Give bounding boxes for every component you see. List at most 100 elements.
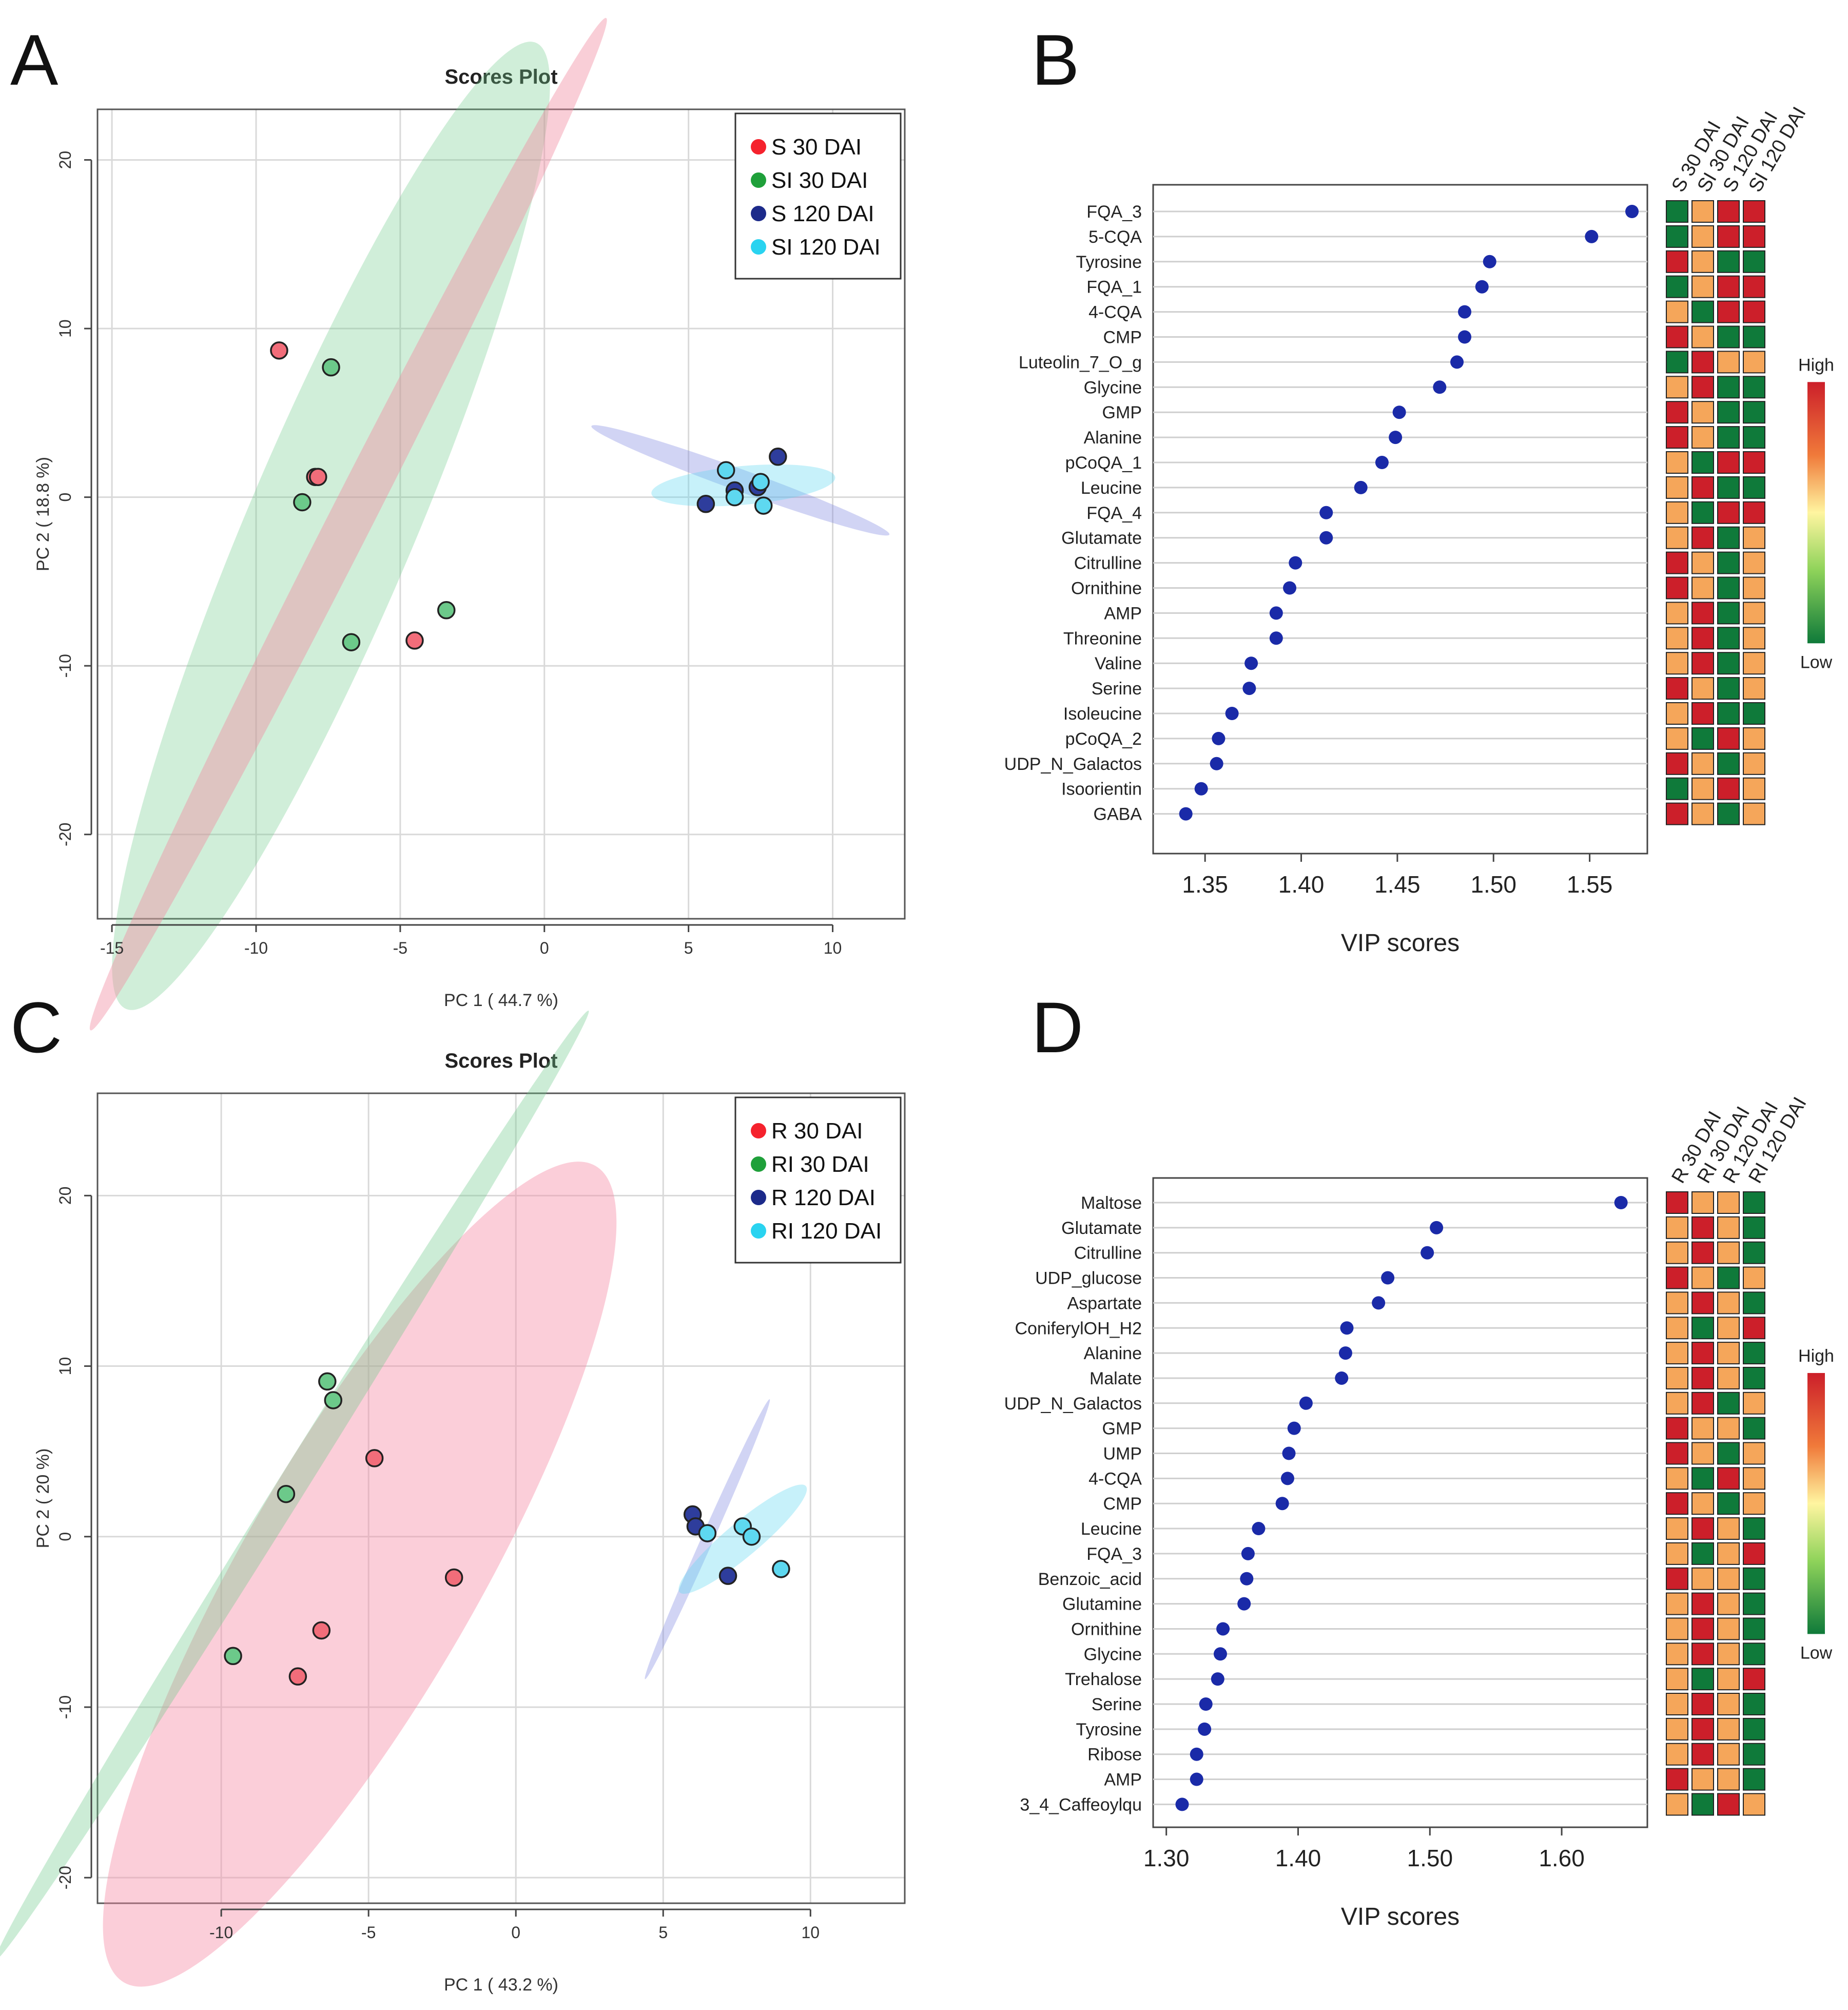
confidence-ellipse <box>112 42 550 1010</box>
heatmap-cell <box>1666 1617 1688 1640</box>
heatmap-cell <box>1743 802 1765 825</box>
feature-label: Threonine <box>1063 629 1142 648</box>
x-tick-label: 1.40 <box>1278 871 1325 898</box>
y-tick-label: -10 <box>56 654 74 678</box>
heatmap-cell <box>1666 752 1688 775</box>
heatmap-cell <box>1743 777 1765 800</box>
heatmap-cell <box>1666 677 1688 700</box>
heatmap-cell <box>1717 1442 1740 1465</box>
heatmap-cell <box>1743 1216 1765 1239</box>
heatmap-cell <box>1743 752 1765 775</box>
heatmap-cell <box>1691 1717 1714 1741</box>
heatmap-cell <box>1666 1366 1688 1389</box>
legend-item: SI 120 DAI <box>771 235 881 260</box>
heatmap-cell <box>1691 1342 1714 1365</box>
heatmap-cell <box>1717 1717 1740 1741</box>
heatmap-cell <box>1743 1793 1765 1816</box>
heatmap-cell <box>1691 576 1714 600</box>
confidence-ellipse <box>651 464 835 507</box>
heatmap-cell <box>1691 1567 1714 1590</box>
heatmap-cell <box>1691 1317 1714 1340</box>
feature-label: Isoorientin <box>1061 780 1142 799</box>
heatmap-cell <box>1717 1592 1740 1615</box>
heatmap-cell <box>1666 727 1688 750</box>
feature-label: Luteolin_7_O_g <box>1019 353 1142 372</box>
vip-point <box>1319 531 1333 545</box>
heatmap-cell <box>1666 777 1688 800</box>
heatmap-cell <box>1691 1793 1714 1816</box>
feature-label: Ribose <box>1087 1745 1142 1765</box>
heatmap-cell <box>1743 1342 1765 1365</box>
heatmap-cell <box>1717 1542 1740 1565</box>
heatmap-cell <box>1717 677 1740 700</box>
heatmap-cell <box>1717 200 1740 223</box>
heatmap-cell <box>1743 1492 1765 1515</box>
heatmap-cell <box>1691 300 1714 323</box>
heatmap-cell <box>1691 802 1714 825</box>
feature-label: pCoQA_1 <box>1065 453 1142 473</box>
heatmap-cell <box>1717 1642 1740 1666</box>
heatmap-cell <box>1717 1492 1740 1515</box>
vip-point <box>1299 1396 1313 1410</box>
heatmap-cell <box>1691 727 1714 750</box>
heatmap-cell <box>1691 250 1714 273</box>
legend-marker <box>751 172 766 188</box>
grid <box>98 109 905 919</box>
scale-high-label: High <box>1798 355 1834 375</box>
feature-label: Glutamate <box>1061 529 1142 548</box>
heatmap-cell <box>1717 1467 1740 1490</box>
vip-point <box>1433 380 1447 394</box>
heatmap-cell <box>1666 702 1688 725</box>
heatmap-cell <box>1666 1567 1688 1590</box>
y-tick-label: -10 <box>56 1695 74 1719</box>
legend: R 30 DAI RI 30 DAI R 120 DAI RI 120 DAI <box>734 1096 902 1264</box>
heatmap-cell <box>1666 1768 1688 1791</box>
y-tick-label: 10 <box>56 1357 74 1376</box>
x-tick-label: 0 <box>540 939 549 957</box>
heatmap-cell <box>1666 1517 1688 1540</box>
heatmap-cell <box>1666 1241 1688 1264</box>
vip-point <box>1190 1747 1203 1761</box>
heatmap-cell <box>1666 1793 1688 1816</box>
heatmap-cell <box>1743 225 1765 248</box>
feature-label: 4-CQA <box>1088 1469 1142 1489</box>
feature-label: FQA_4 <box>1086 504 1142 523</box>
vip-point <box>1194 782 1208 796</box>
heatmap-cell <box>1743 1743 1765 1766</box>
vip-point <box>1381 1271 1395 1285</box>
feature-label: AMP <box>1104 1770 1142 1790</box>
vip-plot-d: Maltose Glutamate Citrulline UDP_glucose Asp… <box>1004 1094 1834 1930</box>
heatmap-cell <box>1666 1391 1688 1415</box>
heatmap-cell <box>1666 627 1688 650</box>
heatmap-cell <box>1717 627 1740 650</box>
heatmap-cell <box>1666 1492 1688 1515</box>
feature-label: FQA_3 <box>1086 202 1142 222</box>
heatmap-cell <box>1717 576 1740 600</box>
heatmap-cell <box>1717 250 1740 273</box>
feature-label: Glutamine <box>1062 1595 1142 1614</box>
heatmap-cell <box>1666 1417 1688 1440</box>
heatmap-cell <box>1691 1668 1714 1691</box>
heatmap-cell <box>1743 250 1765 273</box>
x-tick-label: -5 <box>361 1923 376 1942</box>
vip-point <box>1585 229 1599 243</box>
y-tick-label: 0 <box>56 1532 74 1541</box>
vip-point <box>1280 1472 1294 1485</box>
heatmap-cell <box>1666 200 1688 223</box>
heatmap-cell <box>1743 300 1765 323</box>
feature-label: CMP <box>1103 1494 1142 1514</box>
vip-plot-b: FQA_3 5-CQA Tyrosine FQA_1 4-CQA CMP Luteolin_… <box>1004 103 1834 957</box>
legend: S 30 DAI SI 30 DAI S 120 DAI SI 120 DAI <box>734 112 902 280</box>
vip-point <box>1372 1296 1386 1310</box>
heatmap-cell <box>1691 426 1714 449</box>
legend-marker <box>751 239 766 255</box>
heatmap-cell <box>1717 1517 1740 1540</box>
heatmap-cell <box>1717 752 1740 775</box>
x-axis-label: VIP scores <box>1341 930 1460 957</box>
heatmap-cell <box>1743 526 1765 549</box>
heatmap-cell <box>1691 1492 1714 1515</box>
heatmap-cell <box>1743 652 1765 675</box>
vip-point <box>1198 1722 1212 1736</box>
heatmap-cell <box>1743 1542 1765 1565</box>
feature-label: Maltose <box>1081 1193 1142 1213</box>
